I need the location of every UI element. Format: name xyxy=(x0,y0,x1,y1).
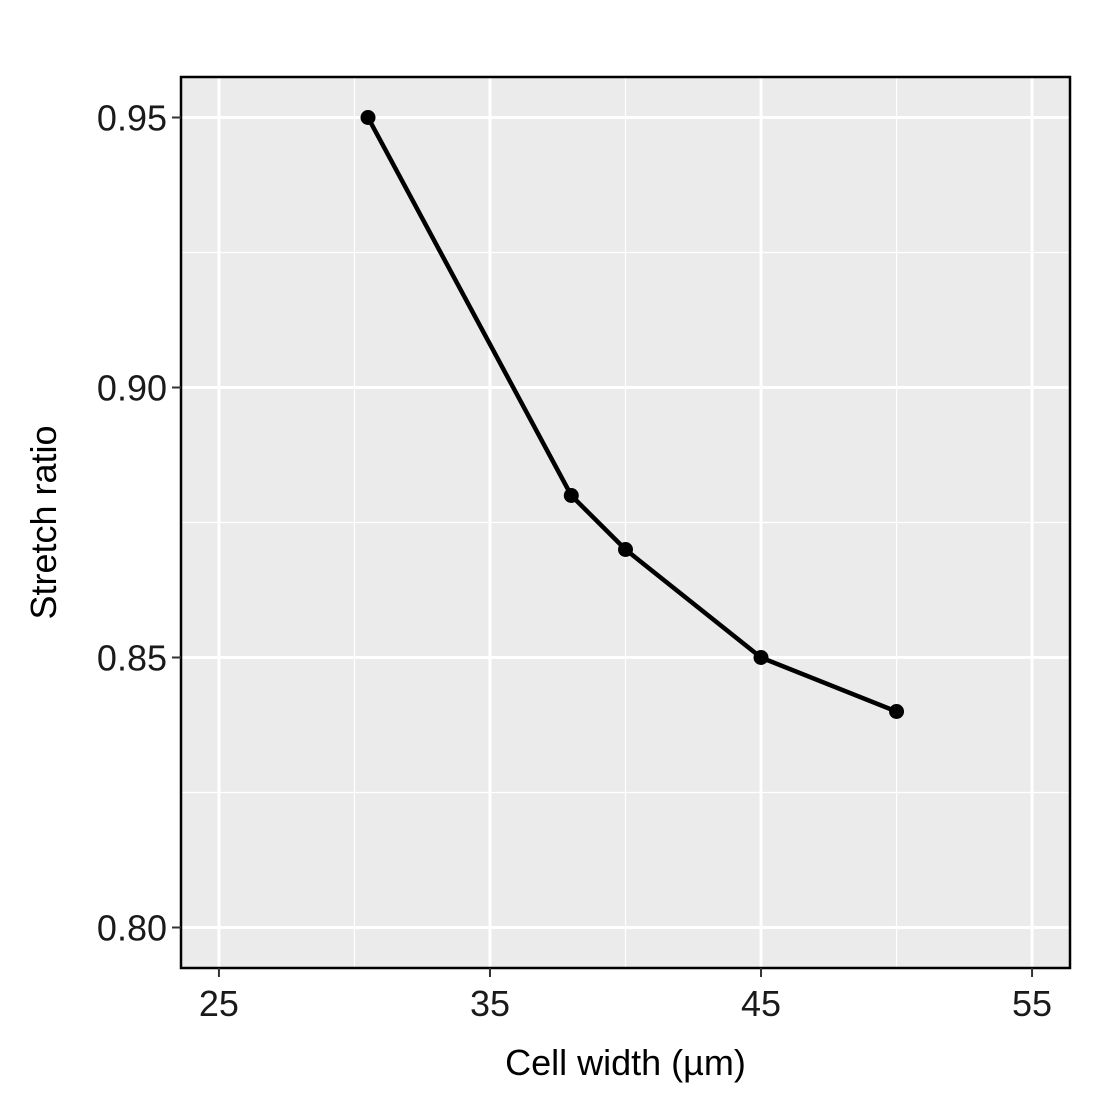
x-axis-title: Cell width (µm) xyxy=(505,1042,746,1083)
x-axis-ticks: 25 35 45 55 xyxy=(199,968,1052,1024)
x-tick-label: 25 xyxy=(199,983,239,1024)
y-tick-label: 0.80 xyxy=(97,908,167,949)
y-tick-label: 0.95 xyxy=(97,98,167,139)
data-point xyxy=(563,488,579,503)
x-tick-label: 35 xyxy=(470,983,510,1024)
data-point xyxy=(360,110,376,125)
minor-gridlines xyxy=(181,77,1070,968)
x-tick-label: 55 xyxy=(1012,983,1052,1024)
y-tick-label: 0.85 xyxy=(97,638,167,679)
x-tick-label: 45 xyxy=(741,983,781,1024)
data-point xyxy=(618,542,633,557)
data-point xyxy=(889,704,905,719)
y-axis-ticks: 0.80 0.85 0.90 0.95 xyxy=(97,98,181,949)
data-point xyxy=(753,650,769,665)
y-axis-title: Stretch ratio xyxy=(23,425,64,619)
y-tick-label: 0.90 xyxy=(97,368,167,409)
major-gridlines xyxy=(181,77,1070,968)
data-series xyxy=(360,110,905,719)
plot-border xyxy=(179,75,1072,970)
